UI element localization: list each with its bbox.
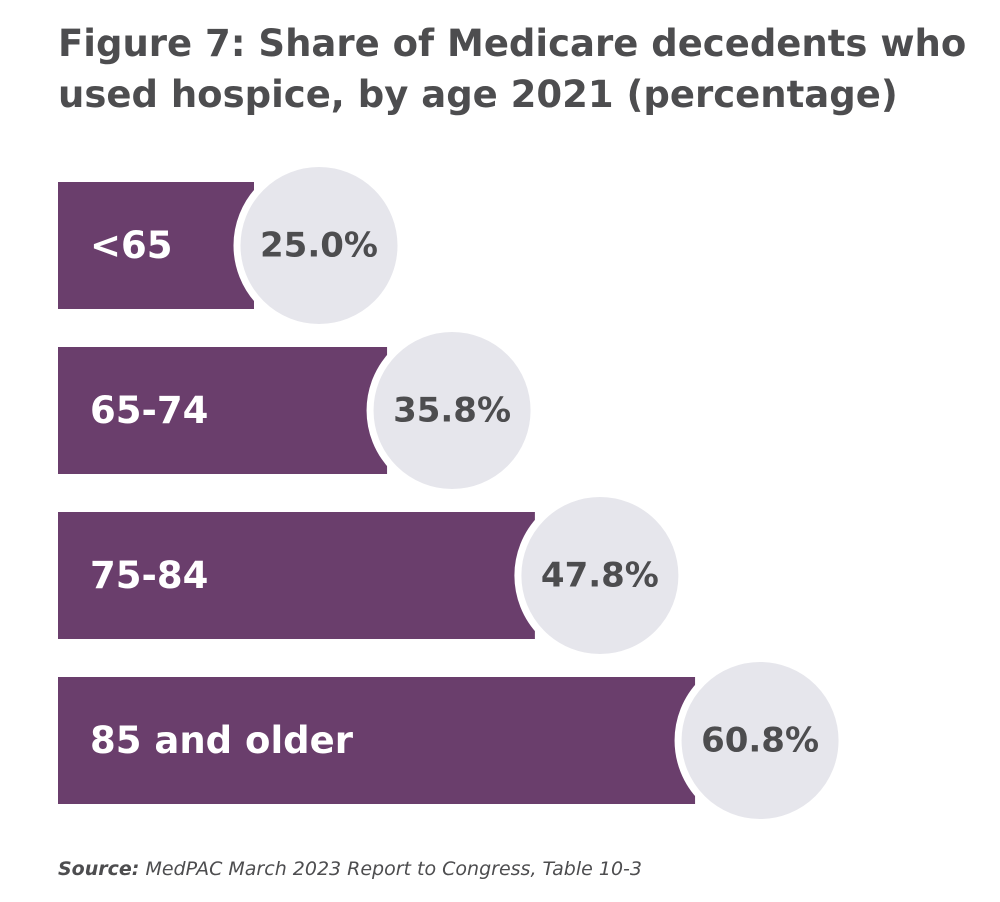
bar-0 [58,182,254,309]
value-label-0: 25.0% [260,226,378,266]
chart-title: Figure 7: Share of Medicare decedents wh… [58,22,967,116]
source-note: Source: MedPAC March 2023 Report to Cong… [58,858,642,880]
category-label-3: 85 and older [90,719,354,762]
value-bubble-2 [514,490,686,661]
value-bubble-0 [233,160,405,331]
bar-3 [58,677,696,804]
source-label: Source: [58,858,140,880]
value-label-2: 47.8% [541,556,659,596]
bar-2 [58,512,535,639]
value-label-3: 60.8% [701,721,819,761]
value-bubble-3 [674,655,846,826]
category-label-0: <65 [90,224,173,267]
category-label-1: 65-74 [90,389,208,432]
bar-1 [58,347,388,474]
value-bubble-1 [366,325,538,496]
value-label-1: 35.8% [393,391,511,431]
source-text: MedPAC March 2023 Report to Congress, Ta… [145,858,642,880]
category-label-2: 75-84 [90,554,208,597]
